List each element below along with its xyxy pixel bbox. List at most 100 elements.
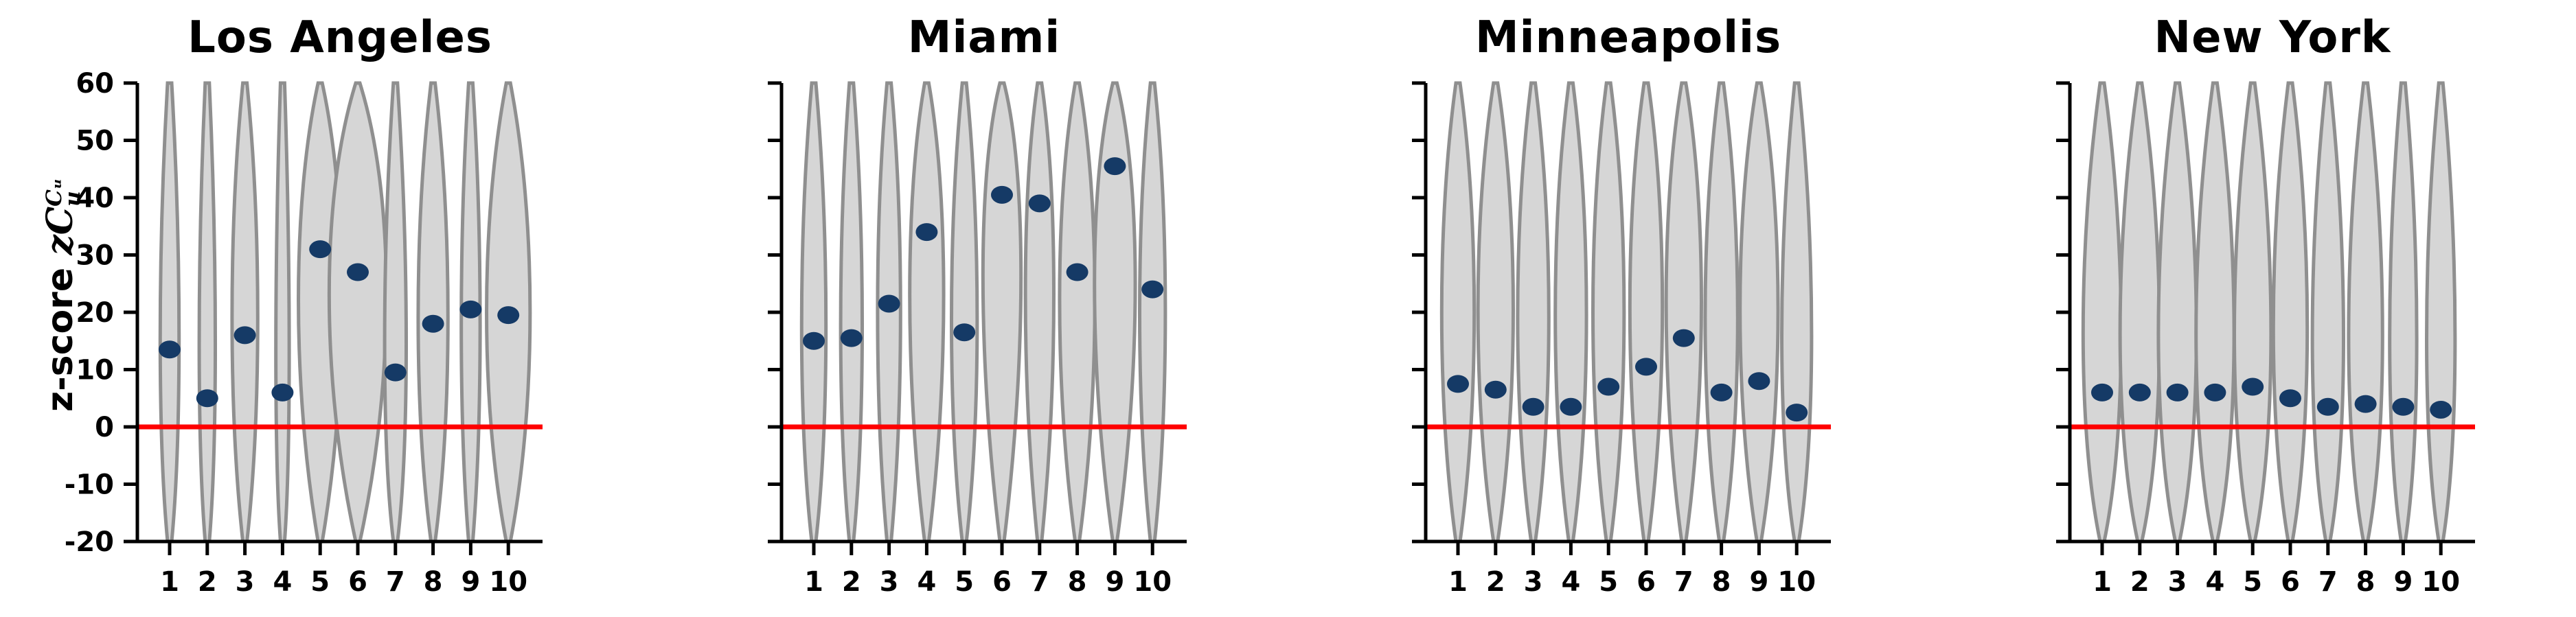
violin — [2271, 81, 2310, 544]
x-tick-label: 4 — [917, 566, 936, 598]
data-point — [991, 185, 1013, 204]
x-tick-label: 1 — [160, 566, 179, 598]
violin — [981, 81, 1023, 544]
x-tick-label: 2 — [842, 566, 861, 598]
x-tick-label: 9 — [2393, 566, 2413, 598]
panel-title: Minneapolis — [1474, 12, 1782, 63]
panel-svg-3: 1 2 3 4 5 6 7 8 9 10 — [2056, 81, 2475, 598]
violin — [908, 81, 946, 544]
x-tick-label: 10 — [1133, 566, 1172, 598]
data-point — [878, 294, 900, 313]
data-point — [840, 329, 863, 347]
x-tick-label: 10 — [489, 566, 527, 598]
data-point — [2091, 383, 2113, 401]
data-point — [1484, 380, 1507, 399]
panel-svg-2: 1 2 3 4 5 6 7 8 9 10 — [1412, 81, 1831, 598]
x-tick-label: 9 — [1105, 566, 1124, 598]
data-point — [1710, 383, 1733, 401]
panel-title: Los Angeles — [187, 12, 492, 63]
y-tick-label: 20 — [76, 297, 114, 329]
violin — [1628, 81, 1665, 544]
x-tick-label: 1 — [804, 566, 823, 598]
y-tick-label: 0 — [95, 412, 114, 443]
x-tick-label: 6 — [348, 566, 367, 598]
x-tick-label: 5 — [310, 566, 330, 598]
violin — [416, 81, 450, 544]
violin — [1439, 81, 1477, 544]
panel-svg-1: 1 2 3 4 5 6 7 8 9 10 — [768, 81, 1187, 598]
data-point — [2242, 377, 2264, 396]
violin — [1780, 81, 1814, 544]
data-point — [309, 240, 332, 259]
x-tick-label: 8 — [1068, 566, 1087, 598]
data-point — [1672, 329, 1695, 347]
violin — [2310, 81, 2345, 544]
panel-svg-0: 60 50 40 30 20 10 0 -10 -20 1 2 3 4 5 6 7 8 9 10 — [65, 68, 543, 598]
violin — [2081, 81, 2123, 544]
x-tick-label: 6 — [2281, 566, 2300, 598]
violin — [1476, 81, 1515, 544]
violin — [2347, 81, 2384, 544]
x-tick-label: 2 — [2130, 566, 2150, 598]
panel-new-york: New York 1 2 3 4 5 6 7 8 9 10 — [1933, 0, 2576, 617]
violin — [1703, 81, 1740, 544]
x-tick-label: 10 — [2421, 566, 2460, 598]
data-point — [271, 383, 294, 401]
violin — [2118, 81, 2161, 544]
x-tick-label: 9 — [461, 566, 480, 598]
x-tick-label: 9 — [1749, 566, 1768, 598]
data-point — [1748, 372, 1770, 391]
data-point — [1786, 404, 1808, 422]
violin — [839, 81, 865, 544]
violin — [799, 81, 828, 544]
data-point — [2204, 383, 2226, 401]
violin — [949, 81, 979, 544]
data-point — [1028, 194, 1051, 213]
data-point — [2392, 397, 2415, 416]
data-point — [2279, 389, 2301, 408]
x-tick-label: 8 — [1712, 566, 1731, 598]
y-tick-label: 30 — [76, 240, 114, 272]
y-tick-label: -10 — [65, 469, 114, 501]
violin — [1058, 81, 1097, 544]
y-tick-label: 60 — [76, 68, 114, 100]
x-tick-label: 3 — [1524, 566, 1543, 598]
x-tick-label: 7 — [1030, 566, 1049, 598]
data-point — [1066, 263, 1088, 281]
y-tick-label: -20 — [65, 526, 114, 558]
violin — [1553, 81, 1588, 544]
x-tick-label: 7 — [2318, 566, 2338, 598]
violin — [158, 81, 181, 544]
data-point — [347, 263, 369, 281]
x-tick-label: 3 — [236, 566, 255, 598]
x-tick-label: 4 — [1561, 566, 1580, 598]
data-point — [1522, 397, 1545, 416]
x-tick-label: 4 — [273, 566, 292, 598]
data-point — [2128, 383, 2151, 401]
panel-minneapolis: Minneapolis 1 2 3 4 5 6 7 8 9 10 — [1288, 0, 1933, 617]
y-tick-label: 50 — [76, 126, 114, 157]
violin — [1664, 81, 1703, 544]
x-tick-label: 1 — [1448, 566, 1468, 598]
data-point — [1447, 375, 1469, 393]
x-tick-label: 10 — [1777, 566, 1816, 598]
violin — [1516, 81, 1551, 544]
x-tick-label: 5 — [955, 566, 974, 598]
violin — [2156, 81, 2198, 544]
x-tick-label: 8 — [2356, 566, 2375, 598]
data-point — [459, 300, 482, 318]
data-point — [1104, 157, 1126, 176]
violin — [1738, 81, 1780, 544]
data-point — [1560, 397, 1582, 416]
violin — [1023, 81, 1056, 544]
violin — [230, 81, 260, 544]
violin — [2194, 81, 2236, 544]
x-tick-label: 2 — [198, 566, 217, 598]
x-tick-label: 5 — [2243, 566, 2262, 598]
data-point — [497, 306, 520, 325]
data-point — [233, 326, 256, 345]
x-tick-label: 7 — [386, 566, 405, 598]
violin — [1093, 81, 1137, 544]
violin — [383, 81, 409, 544]
